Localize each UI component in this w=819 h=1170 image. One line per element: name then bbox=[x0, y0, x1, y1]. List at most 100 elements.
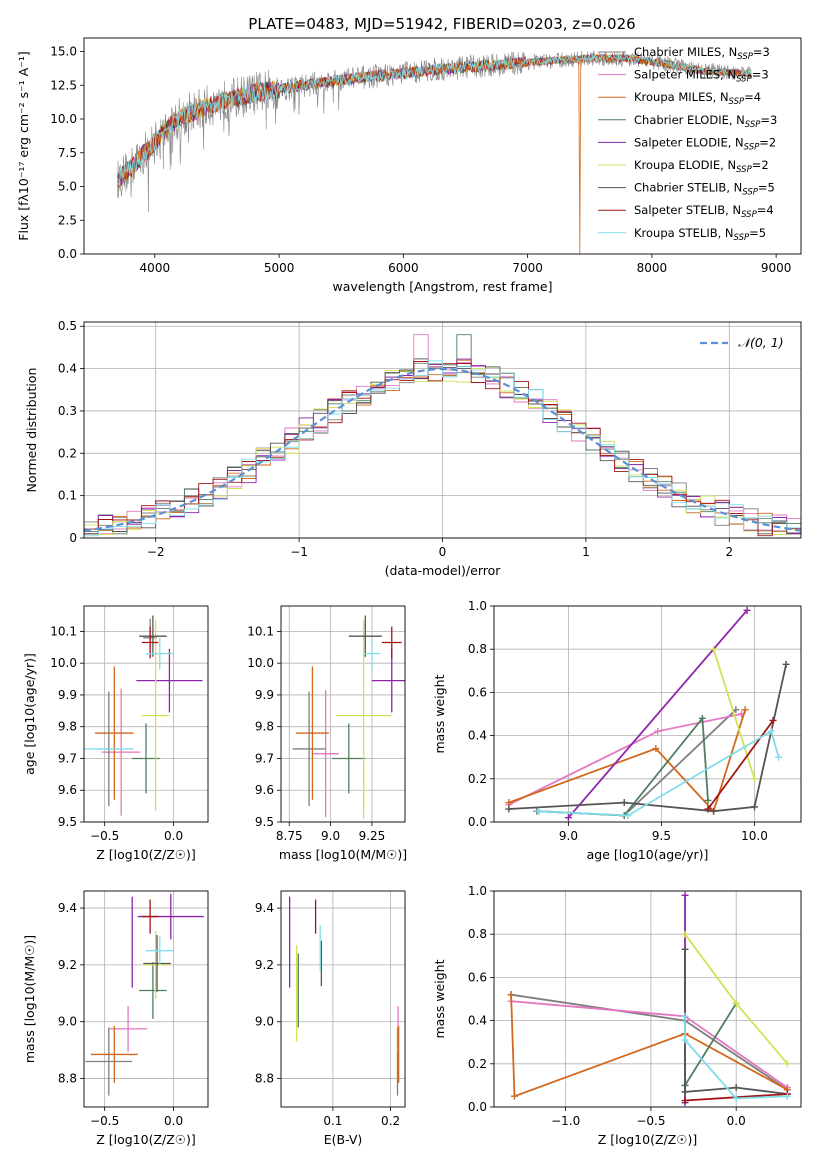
data-layer bbox=[84, 334, 801, 537]
x-tick-label: 0.0 bbox=[727, 1114, 746, 1128]
line-chabrier-elodie bbox=[684, 1002, 737, 1086]
panel-weight-vs-age: 9.0 9.5 10.0 0.0 0.2 0.4 0.6 0.8 1.0 age [log10(a… bbox=[432, 599, 802, 862]
x-axis-label: age [log10(age/yr)] bbox=[587, 847, 709, 862]
x-tick-label: 1 bbox=[582, 545, 590, 559]
y-tick-label: 9.5 bbox=[255, 815, 274, 829]
y-tick-label: 0.1 bbox=[58, 489, 77, 503]
x-tick-label: 9.0 bbox=[559, 829, 578, 843]
y-tick-label: 9.2 bbox=[58, 958, 77, 972]
marker-kroupa-miles bbox=[510, 1092, 518, 1100]
y-tick-label: 0.0 bbox=[58, 247, 77, 261]
axes-frame bbox=[83, 890, 209, 1108]
x-tick-label: −0.5 bbox=[90, 829, 119, 843]
y-axis-label: mass weight bbox=[432, 959, 447, 1038]
y-tick-label: 8.8 bbox=[58, 1072, 77, 1086]
marker-kroupa-elodie bbox=[783, 1060, 791, 1068]
panel-age-vs-mass: 8.75 9.0 9.25 9.5 9.6 9.7 9.8 9.9 10.0 10.1 mass [… bbox=[247, 605, 407, 862]
marker-kroupa-miles bbox=[652, 745, 660, 753]
x-tick-label: −2 bbox=[147, 545, 165, 559]
legend-label-salpeter-stelib: Salpeter STELIB, NSSP=4 bbox=[634, 203, 774, 220]
legend-label-chabrier-stelib: Chabrier STELIB, NSSP=5 bbox=[634, 181, 775, 198]
marker-salpeter-elodie bbox=[681, 891, 689, 899]
marker-chabrier-stelib bbox=[505, 805, 513, 813]
axes-frame bbox=[83, 605, 209, 823]
y-tick-label: 9.5 bbox=[58, 815, 77, 829]
line-kroupa-stelib bbox=[538, 729, 780, 817]
panel-mass-vs-ebv: 0.1 0.2 8.8 9.0 9.2 9.4 E(B-V) bbox=[255, 890, 406, 1147]
y-tick-label: 0.8 bbox=[468, 927, 487, 941]
x-axis-label: Z [log10(Z/Z☉)] bbox=[96, 847, 196, 862]
x-tick-label: −0.5 bbox=[636, 1114, 665, 1128]
y-tick-label: 5.0 bbox=[58, 180, 77, 194]
x-tick-label: −0.5 bbox=[90, 1114, 119, 1128]
y-tick-label: 9.7 bbox=[58, 751, 77, 765]
x-axis-label: (data-model)/error bbox=[385, 563, 502, 578]
x-tick-label: 0.0 bbox=[164, 829, 183, 843]
y-tick-label: 0.0 bbox=[468, 815, 487, 829]
x-tick-label: 9000 bbox=[761, 261, 792, 275]
legend-label-salpeter-miles: Salpeter MILES, NSSP=3 bbox=[634, 68, 769, 85]
y-tick-label: 1.0 bbox=[468, 599, 487, 613]
marker-chabrier-stelib bbox=[732, 1084, 740, 1092]
legend-label-chabrier-miles: Chabrier MILES, NSSP=3 bbox=[634, 45, 770, 62]
y-tick-label: 0.6 bbox=[468, 685, 487, 699]
y-tick-label: 9.9 bbox=[255, 688, 274, 702]
marker-kroupa-stelib bbox=[624, 812, 632, 820]
x-tick-label: 9.5 bbox=[652, 829, 671, 843]
data-layer bbox=[84, 615, 203, 816]
panel-age-vs-z: −0.5 0.0 9.5 9.6 9.7 9.8 9.9 10.0 10.1 Z [log10(Z… bbox=[22, 605, 209, 862]
data-layer bbox=[117, 50, 752, 254]
marker-kroupa-elodie bbox=[710, 645, 718, 653]
legend: Chabrier MILES, NSSP=3 Salpeter MILES, NS… bbox=[598, 45, 777, 243]
legend-label-normal: 𝒩(0, 1) bbox=[738, 335, 784, 350]
y-tick-label: 0.2 bbox=[468, 1057, 487, 1071]
y-tick-label: 0.3 bbox=[58, 404, 77, 418]
x-tick-label: 10.0 bbox=[741, 829, 768, 843]
y-tick-label: 9.2 bbox=[255, 958, 274, 972]
x-axis-label: mass [log10(M/M☉)] bbox=[279, 847, 407, 862]
x-tick-label: 0 bbox=[439, 545, 447, 559]
y-tick-label: 9.4 bbox=[255, 901, 274, 915]
y-tick-label: 9.0 bbox=[255, 1015, 274, 1029]
x-tick-label: 6000 bbox=[388, 261, 419, 275]
data-layer bbox=[505, 606, 790, 822]
marker-chabrier-stelib bbox=[710, 807, 718, 815]
line-kroupa-miles bbox=[510, 994, 788, 1098]
y-tick-label: 7.5 bbox=[58, 146, 77, 160]
marker-chabrier-stelib bbox=[782, 660, 790, 668]
axes-frame bbox=[280, 890, 406, 1108]
x-axis-label: Z [log10(Z/Z☉)] bbox=[598, 1132, 698, 1147]
y-axis-label: age [log10(age/yr)] bbox=[22, 653, 37, 775]
y-axis-label: mass [log10(M/M☉)] bbox=[22, 935, 37, 1063]
x-tick-label: 0.2 bbox=[381, 1114, 400, 1128]
y-tick-label: 9.4 bbox=[58, 901, 77, 915]
line-kroupa-stelib bbox=[684, 1016, 788, 1100]
x-tick-label: 0.0 bbox=[164, 1114, 183, 1128]
marker-kroupa-elodie bbox=[750, 775, 758, 783]
legend-label-kroupa-elodie: Kroupa ELODIE, NSSP=2 bbox=[634, 158, 769, 175]
legend-label-salpeter-elodie: Salpeter ELODIE, NSSP=2 bbox=[634, 135, 776, 152]
y-tick-label: 8.8 bbox=[255, 1072, 274, 1086]
y-tick-label: 0.4 bbox=[468, 1014, 487, 1028]
histogram-peak-bin bbox=[456, 334, 472, 361]
marker-kroupa-stelib bbox=[681, 1036, 689, 1044]
y-tick-label: 0.2 bbox=[58, 446, 77, 460]
axes-frame bbox=[493, 890, 802, 1108]
y-tick-label: 9.7 bbox=[255, 751, 274, 765]
y-tick-label: 10.0 bbox=[50, 656, 77, 670]
plot-area: Chabrier MILES, NSSP=3 Salpeter MILES, NS… bbox=[16, 37, 802, 1147]
y-tick-label: 12.5 bbox=[50, 78, 77, 92]
marker-chabrier-elodie bbox=[704, 796, 712, 804]
x-tick-label: 7000 bbox=[512, 261, 543, 275]
y-tick-label: 0.2 bbox=[468, 772, 487, 786]
normal-reference-curve bbox=[84, 367, 801, 532]
marker-chabrier-stelib bbox=[681, 945, 689, 953]
marker-salpeter-stelib bbox=[681, 1097, 689, 1105]
marker-kroupa-elodie bbox=[732, 999, 740, 1007]
marker-salpeter-elodie bbox=[743, 606, 751, 614]
panel-spectrum: Chabrier MILES, NSSP=3 Salpeter MILES, NS… bbox=[16, 37, 802, 294]
y-axis-label: mass weight bbox=[432, 674, 447, 753]
y-tick-label: 10.0 bbox=[50, 112, 77, 126]
spectrum-kroupa-miles bbox=[117, 52, 752, 254]
